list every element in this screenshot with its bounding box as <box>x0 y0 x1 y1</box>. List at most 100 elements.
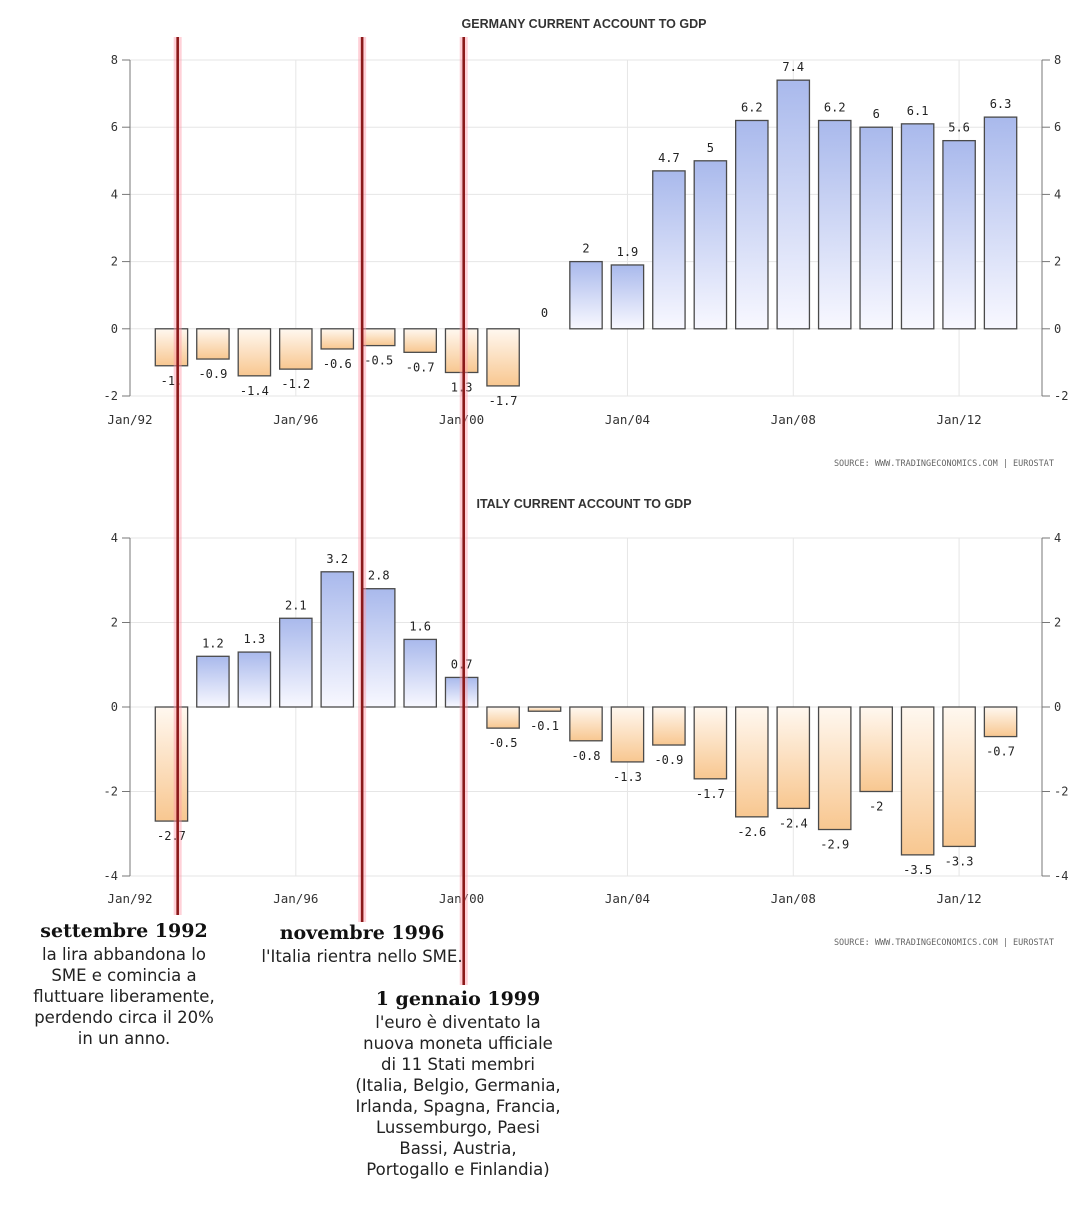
germany-data-label: -0.7 <box>406 360 435 374</box>
germany-data-label: -0.9 <box>198 367 227 381</box>
annotation-jan-1999-text: l'euro è diventato la nuova moneta uffic… <box>355 1013 561 1179</box>
germany-ytick-label-right: 8 <box>1054 53 1061 67</box>
germany-data-label: 6.2 <box>824 100 846 114</box>
italy-ytick-label-left: -2 <box>104 785 118 799</box>
italy-ytick-label-right: 0 <box>1054 700 1061 714</box>
germany-bar <box>942 139 976 330</box>
italy-xtick-label: Jan/00 <box>439 891 484 906</box>
germany-data-label: 6 <box>873 107 880 121</box>
germany-bar <box>735 119 769 330</box>
germany-bar <box>569 260 603 330</box>
germany-ytick-label-right: 0 <box>1054 322 1061 336</box>
germany-bar <box>900 123 935 330</box>
germany-data-label: 5 <box>707 141 714 155</box>
italy-data-label: -3.3 <box>945 854 974 868</box>
germany-bar <box>693 160 728 330</box>
germany-ytick-label-left: -2 <box>104 389 118 403</box>
germany-bar <box>486 328 520 387</box>
italy-data-label: 0.7 <box>451 657 473 671</box>
annotation-jan-1999-title: 1 gennaio 1999 <box>375 988 541 1010</box>
italy-data-label: -2 <box>869 800 883 814</box>
italy-bar <box>196 655 230 708</box>
italy-chart: ITALY CURRENT ACCOUNT TO GDP -4 -4 -2 -2 0 0 2 2… <box>104 497 1069 948</box>
italy-ytick-label-left: 0 <box>111 700 118 714</box>
italy-bar <box>900 706 935 856</box>
germany-bar <box>361 328 396 347</box>
italy-ytick-label-left: 2 <box>111 616 118 630</box>
annotation-nov-1996-title: novembre 1996 <box>279 922 445 944</box>
italy-ytick-label-left: -4 <box>104 869 118 883</box>
italy-bar <box>817 706 852 831</box>
germany-data-label: 5.6 <box>948 121 970 135</box>
italy-bar <box>610 706 645 763</box>
germany-data-label: 0 <box>541 306 548 320</box>
italy-bar <box>776 706 811 810</box>
italy-bar <box>859 706 893 793</box>
italy-ytick-label-right: -2 <box>1054 785 1068 799</box>
germany-data-label: -0.6 <box>323 357 352 371</box>
italy-data-label: -2.6 <box>737 825 766 839</box>
italy-bar <box>154 706 189 822</box>
italy-bar <box>361 588 396 708</box>
germany-ytick-label-right: 2 <box>1054 255 1061 269</box>
germany-xtick-label: Jan/12 <box>937 412 982 427</box>
germany-xtick-label: Jan/00 <box>439 412 484 427</box>
italy-xtick-label: Jan/12 <box>937 891 982 906</box>
italy-source-note: SOURCE: WWW.TRADINGECONOMICS.COM | EUROS… <box>834 938 1054 948</box>
italy-ytick-label-right: 4 <box>1054 531 1061 545</box>
annotation-jan-1999: 1 gennaio 1999 l'euro è diventato la nuo… <box>318 988 598 1180</box>
germany-ytick-label-left: 6 <box>111 120 118 134</box>
italy-xtick-label: Jan/96 <box>273 891 318 906</box>
italy-data-label: -0.7 <box>986 745 1015 759</box>
italy-chart-title: ITALY CURRENT ACCOUNT TO GDP <box>476 497 691 511</box>
italy-data-label: -0.1 <box>530 719 559 733</box>
italy-bar <box>444 676 479 708</box>
italy-bar <box>320 571 355 708</box>
italy-bar <box>652 706 686 746</box>
italy-ytick-label-right: 2 <box>1054 616 1061 630</box>
germany-ytick-label-left: 8 <box>111 53 118 67</box>
annotation-nov-1996-text: l'Italia rientra nello SME. <box>261 947 463 966</box>
italy-bar <box>735 706 769 818</box>
annotation-sept-1992: settembre 1992 la lira abbandona lo SME … <box>4 920 244 1049</box>
germany-data-label: 1.3 <box>451 380 473 394</box>
germany-data-label: 6.1 <box>907 104 929 118</box>
annotation-sept-1992-text: la lira abbandona lo SME e comincia a fl… <box>33 945 215 1048</box>
germany-data-label: -1.4 <box>240 384 269 398</box>
germany-bar <box>196 328 230 360</box>
germany-data-label: 2 <box>582 242 589 256</box>
germany-chart-title: GERMANY CURRENT ACCOUNT TO GDP <box>462 17 707 31</box>
germany-bar <box>444 328 479 374</box>
italy-data-label: -0.5 <box>489 736 518 750</box>
germany-bar <box>279 328 313 370</box>
italy-data-label: 1.3 <box>244 632 266 646</box>
italy-xtick-label: Jan/92 <box>107 891 152 906</box>
germany-bar <box>320 328 355 350</box>
italy-data-label: -2.4 <box>779 816 808 830</box>
germany-data-label: 7.4 <box>782 60 804 74</box>
germany-ytick-label-right: 4 <box>1054 187 1061 201</box>
italy-data-label: 1.2 <box>202 636 224 650</box>
annotation-sept-1992-title: settembre 1992 <box>40 920 208 942</box>
italy-data-label: 2.8 <box>368 569 390 583</box>
italy-xtick-label: Jan/08 <box>771 891 816 906</box>
germany-data-label: 4.7 <box>658 151 680 165</box>
italy-bar <box>486 706 520 729</box>
italy-bar <box>693 706 728 780</box>
germany-data-label: -0.5 <box>364 354 393 368</box>
italy-data-label: 3.2 <box>326 552 348 566</box>
germany-bar <box>237 328 272 377</box>
germany-xtick-label: Jan/04 <box>605 412 650 427</box>
italy-data-label: -1.7 <box>696 787 725 801</box>
germany-bar <box>776 79 811 330</box>
germany-ytick-label-left: 0 <box>111 322 118 336</box>
germany-data-label: 6.3 <box>990 97 1012 111</box>
germany-bar <box>610 264 645 330</box>
italy-data-label: -0.8 <box>572 749 601 763</box>
germany-data-label: -1.2 <box>281 377 310 391</box>
germany-bar <box>154 328 189 367</box>
italy-data-label: -0.9 <box>654 753 683 767</box>
germany-xtick-label: Jan/08 <box>771 412 816 427</box>
